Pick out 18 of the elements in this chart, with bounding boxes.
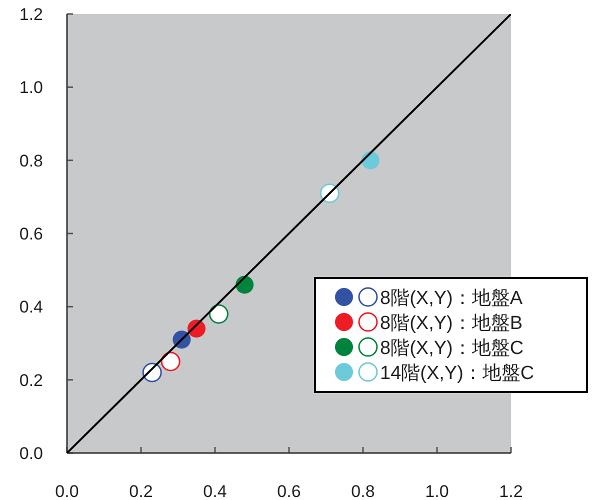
y-tick-label: 0.6 — [19, 224, 43, 244]
legend-label: 8階(X,Y)：地盤C — [380, 338, 524, 359]
x-tick-label: 0.4 — [203, 482, 227, 500]
x-tick-label: 0.0 — [55, 482, 79, 500]
x-tick-label: 1.0 — [425, 482, 449, 500]
legend-label: 8階(X,Y)：地盤B — [380, 313, 523, 334]
y-tick-label: 0.2 — [19, 370, 43, 390]
y-tick-label: 0.4 — [19, 298, 43, 317]
y-tick-label: 1.2 — [19, 5, 43, 24]
x-tick-label: 0.2 — [129, 482, 153, 500]
legend-label: 14階(X,Y)：地盤C — [380, 363, 534, 384]
y-tick-label: 1.0 — [19, 78, 43, 98]
x-tick-label: 1.2 — [499, 482, 523, 500]
x-tick-label: 0.8 — [351, 482, 375, 500]
legend-label: 8階(X,Y)：地盤A — [380, 288, 523, 309]
y-tick-label: 0.0 — [19, 444, 43, 463]
y-tick-label: 0.8 — [19, 151, 43, 170]
x-tick-label: 0.6 — [277, 482, 301, 500]
